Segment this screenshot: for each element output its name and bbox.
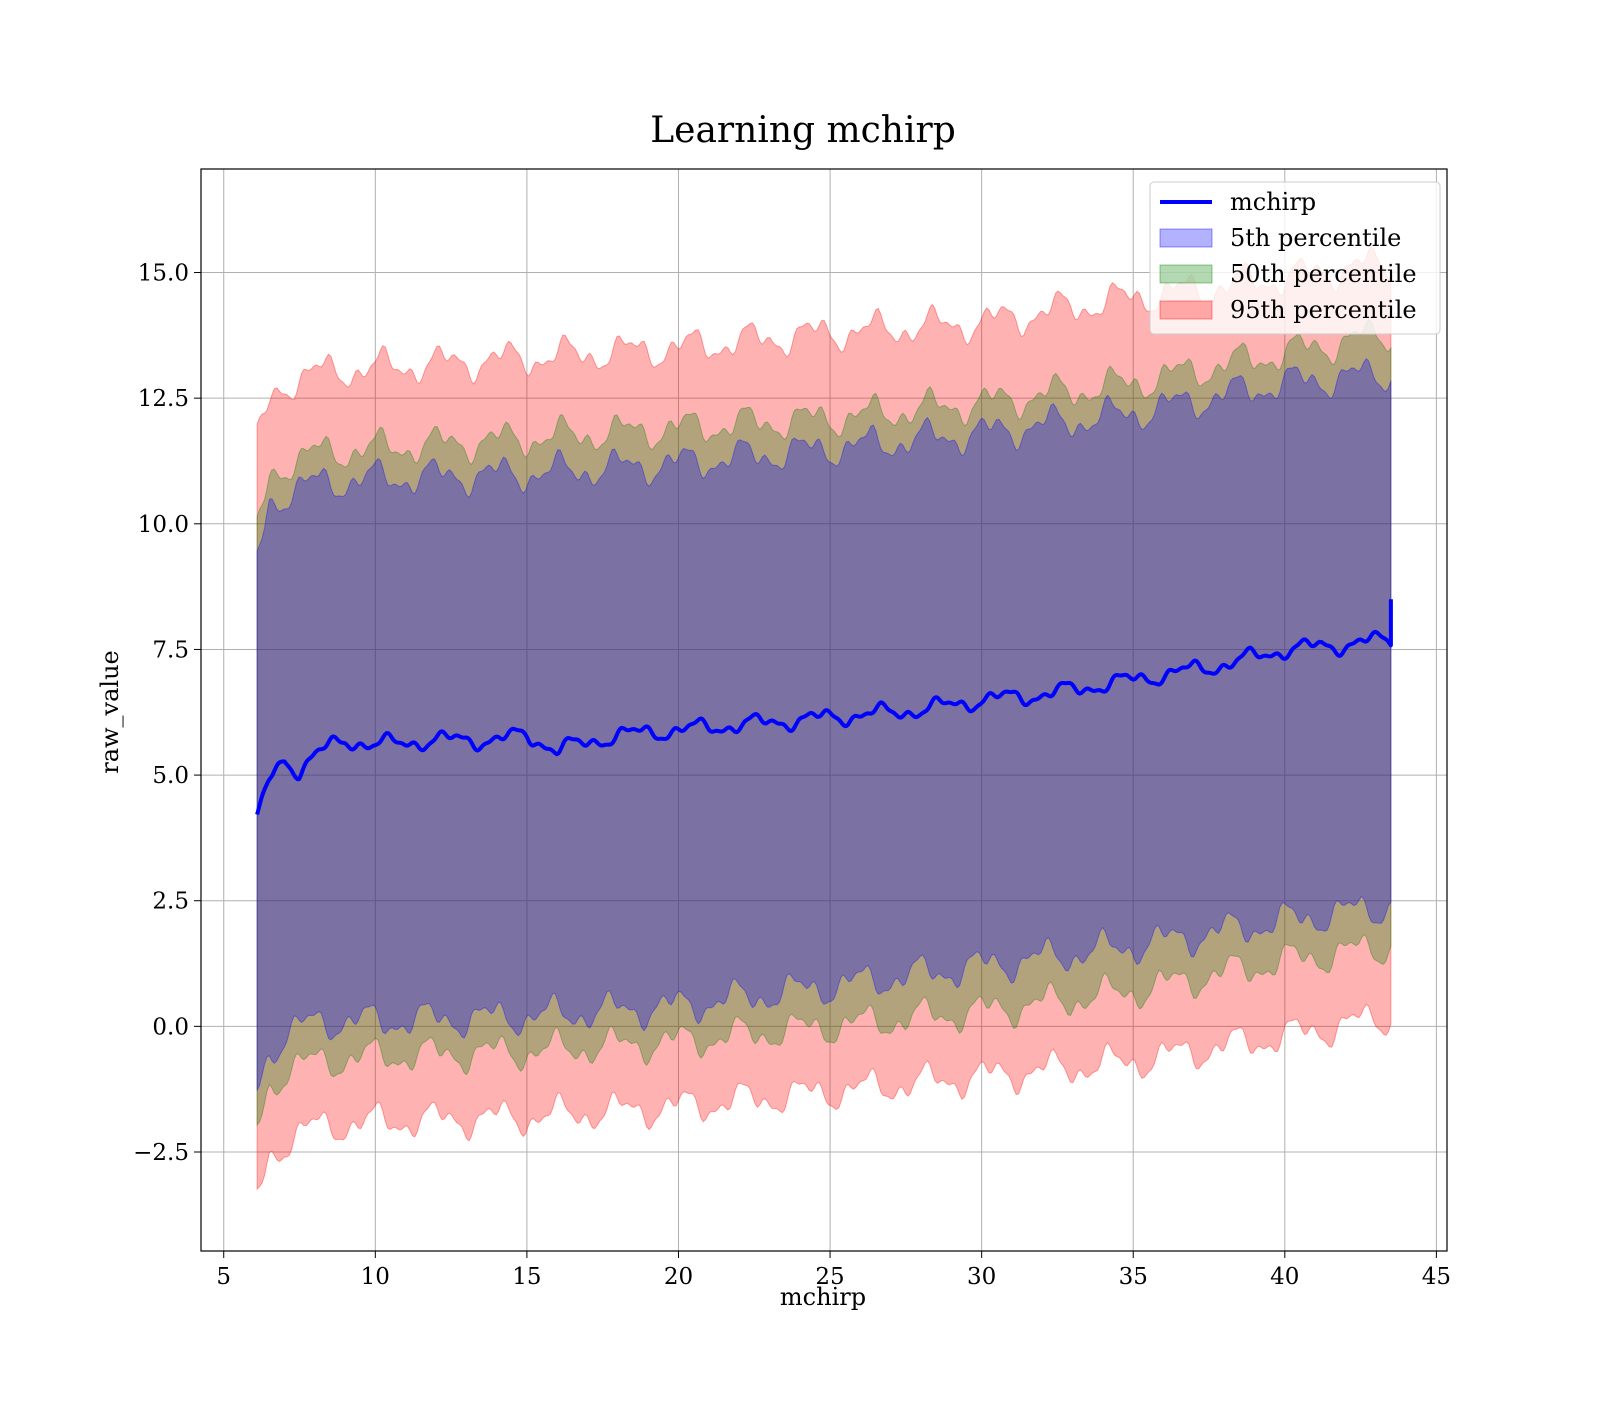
- x-tick-label: 40: [1270, 1264, 1299, 1290]
- y-tick-label: 0.0: [152, 1014, 189, 1040]
- x-tick-label: 30: [967, 1264, 996, 1290]
- y-tick-label: 12.5: [138, 386, 189, 412]
- axes-frame: [200, 168, 1448, 1252]
- y-tick-label: 5.0: [152, 763, 189, 789]
- y-tick-label: −2.5: [133, 1140, 189, 1166]
- legend: mchirp 5th percentile 50th percentile 95th …: [1149, 181, 1441, 335]
- band-95th-percentile: [256, 245, 1392, 1191]
- tick-marks: 5 10 15 20 25 30 35 40 45 −2.5 0.0 2.5 5.0 7.5 10.0 12.…: [133, 261, 1451, 1290]
- legend-swatch-5th-percentile: [1159, 228, 1213, 248]
- plot-area: 5 10 15 20 25 30 35 40 45 −2.5 0.0 2.5 5.0 7.5 10.0 12.…: [133, 168, 1451, 1290]
- legend-label-mchirp: mchirp: [1230, 188, 1316, 216]
- legend-swatch-95th-percentile: [1159, 300, 1213, 320]
- x-tick-label: 10: [361, 1264, 390, 1290]
- x-tick-label: 45: [1422, 1264, 1451, 1290]
- x-tick-label: 5: [216, 1264, 231, 1290]
- y-tick-label: 2.5: [152, 889, 189, 915]
- y-tick-label: 7.5: [152, 637, 189, 663]
- band-50th-percentile: [256, 318, 1392, 1127]
- x-tick-label: 35: [1119, 1264, 1148, 1290]
- percentile-bands: [256, 245, 1392, 1191]
- x-tick-label: 15: [512, 1264, 541, 1290]
- legend-swatch-50th-percentile: [1159, 264, 1213, 284]
- x-tick-label: 20: [664, 1264, 693, 1290]
- y-tick-label: 15.0: [138, 261, 189, 287]
- legend-label-5th-percentile: 5th percentile: [1230, 224, 1401, 252]
- y-axis-label: raw_value: [96, 650, 124, 774]
- legend-label-95th-percentile: 95th percentile: [1230, 296, 1417, 324]
- series-line-mchirp: [255, 599, 1393, 816]
- x-tick-label: 25: [815, 1264, 844, 1290]
- y-tick-label: 10.0: [138, 512, 189, 538]
- x-axis-label: mchirp: [780, 1283, 866, 1311]
- legend-box: [1149, 181, 1441, 335]
- band-5th-percentile: [256, 357, 1392, 1091]
- chart-title: Learning mchirp: [650, 110, 956, 151]
- legend-label-50th-percentile: 50th percentile: [1230, 260, 1417, 288]
